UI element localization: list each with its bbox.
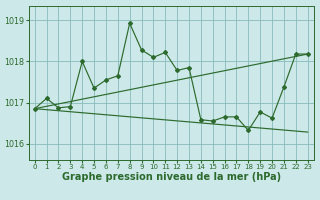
X-axis label: Graphe pression niveau de la mer (hPa): Graphe pression niveau de la mer (hPa) — [62, 172, 281, 182]
